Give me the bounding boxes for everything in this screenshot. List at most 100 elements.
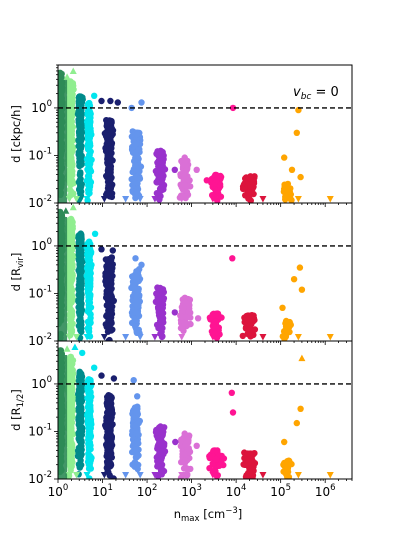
lower-limit-marker [100,334,108,341]
y-axis-label: d [ckpc/h] [9,105,23,163]
data-point [68,457,75,464]
data-point [68,157,75,165]
data-point [288,166,296,173]
data-point [87,158,94,165]
data-point [98,246,105,253]
data-point [155,463,163,470]
lower-limit-marker [83,334,91,341]
data-point [85,271,92,278]
data-point [67,230,74,237]
dense-band [58,79,68,203]
data-point [297,173,304,181]
data-point [133,131,140,138]
data-point [65,256,72,264]
data-point [83,177,91,184]
data-point [76,185,83,193]
data-point [251,326,259,333]
data-point [78,266,85,273]
data-point [183,166,190,174]
data-point [133,430,140,437]
data-point [77,373,85,381]
lower-limit-marker [178,334,186,341]
data-point [77,409,85,416]
data-point [158,471,165,478]
data-point [182,440,190,448]
data-point [78,128,85,136]
data-point [78,155,86,162]
lower-limit-marker [122,334,130,341]
data-point [77,134,84,142]
data-point [66,355,73,363]
data-point [158,305,166,312]
data-point [107,291,114,298]
data-point [279,304,286,311]
data-point [77,319,85,326]
data-point [108,280,115,287]
lower-limit-marker [72,334,80,341]
data-point [86,465,93,472]
data-point [66,437,74,445]
data-point [66,408,73,415]
data-point [58,70,65,78]
data-point [66,414,74,421]
data-point [114,99,122,106]
data-point [66,133,74,140]
data-point [131,300,139,308]
data-point [245,312,252,320]
data-point [78,239,85,246]
y-tick-label: 10-2 [28,194,52,210]
data-point [67,287,74,294]
axes-frame [57,202,353,342]
data-point [66,267,74,274]
data-point [65,172,73,180]
data-point [213,188,220,195]
upper-limit-marker [63,73,71,80]
data-point [134,438,141,446]
data-point [105,409,112,416]
data-point [103,414,110,421]
lower-limit-marker [259,196,267,203]
data-point [156,321,164,328]
data-point [103,278,110,285]
data-point [108,125,116,133]
data-point [77,148,84,155]
data-point [159,428,166,436]
data-point [182,457,189,465]
data-point [85,277,93,284]
data-point [244,450,251,457]
data-point [220,455,228,462]
data-point [87,389,94,396]
data-point [135,287,142,295]
lower-limit-marker [326,334,334,341]
lower-limit-marker [259,334,267,341]
data-point [105,404,113,411]
data-point [293,129,300,136]
data-point [85,326,92,333]
data-point [157,310,165,318]
data-point [181,181,188,189]
data-point [187,314,194,321]
data-point [239,185,247,193]
lower-limit-marker [136,196,144,203]
data-point [86,253,93,261]
data-point [249,179,256,186]
y-axis-label: d [Rvir] [9,253,26,292]
data-point [241,461,249,468]
data-point [67,392,74,399]
data-point [91,230,99,237]
data-point [159,441,167,449]
data-point [105,460,113,467]
data-point [66,430,74,437]
y-tick-label: 10-1 [28,146,52,162]
dense-band [58,217,68,341]
data-point [85,259,92,267]
data-point [130,285,137,292]
data-point [78,161,86,168]
lower-limit-marker [122,196,130,203]
data-point [75,109,82,116]
data-point [181,154,188,161]
data-point [76,104,83,111]
